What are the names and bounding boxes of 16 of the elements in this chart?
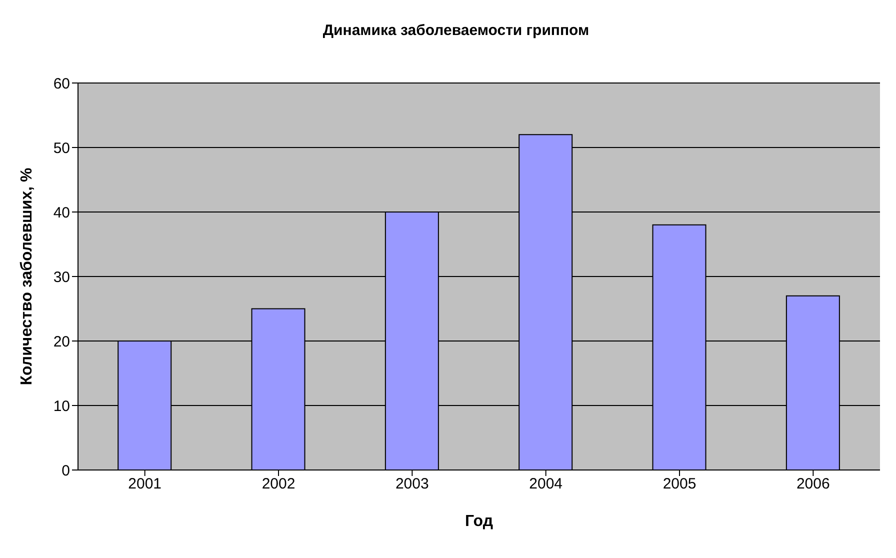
y-tick-label: 40 [53,204,70,222]
y-tick-label: 20 [53,333,70,350]
x-tick-label: 2006 [796,476,830,493]
x-axis-title: Год [465,513,493,530]
y-tick-label: 0 [62,462,70,480]
x-tick-label: 2005 [662,476,696,493]
y-tick-label: 60 [53,75,70,92]
x-tick-label: 2004 [529,476,563,493]
x-tick-label: 2001 [128,476,162,493]
y-axis-title: Количество заболевших, % [18,168,36,386]
y-tick-label: 50 [53,140,70,157]
chart-title: Динамика заболеваемости гриппом [322,22,590,39]
y-tick-label: 10 [53,398,70,415]
y-tick-label: 30 [53,268,70,286]
x-tick-label: 2002 [262,476,296,493]
x-tick-label: 2003 [395,476,429,493]
